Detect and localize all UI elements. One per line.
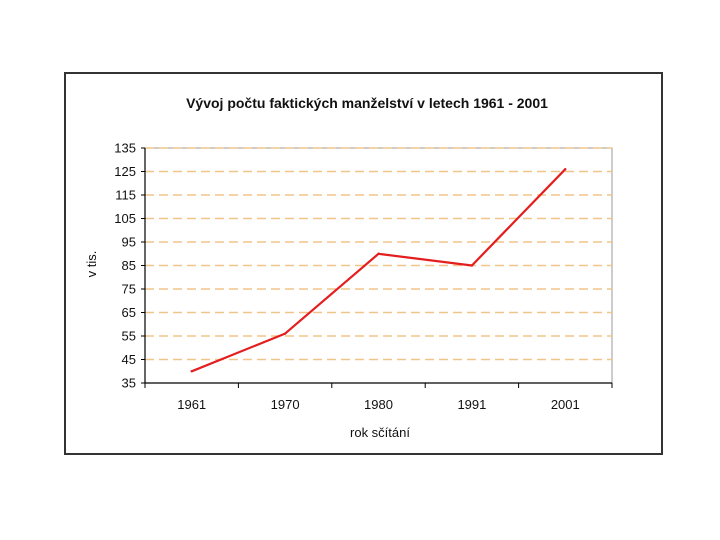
plot-area: 35 45 55 65 75 85 95 105 115 125 135 1961 1970 1980 19…	[114, 141, 613, 412]
y-tick-label-65: 65	[122, 305, 136, 320]
x-tick-label-1980: 1980	[364, 397, 393, 412]
y-tick-label-45: 45	[122, 352, 136, 367]
x-tick-label-1961: 1961	[177, 397, 206, 412]
y-tick-label-95: 95	[122, 235, 136, 250]
y-tick-label-125: 125	[114, 164, 136, 179]
y-tick-label-85: 85	[122, 258, 136, 273]
chart-title: Vývoj počtu faktických manželství v lete…	[186, 95, 548, 111]
y-tick-label-75: 75	[122, 282, 136, 297]
x-tick-label-2001: 2001	[551, 397, 580, 412]
x-tick-label-1970: 1970	[271, 397, 300, 412]
y-tick-label-55: 55	[122, 329, 136, 344]
x-axis-label: rok sčítání	[350, 425, 410, 440]
y-tick-label-135: 135	[114, 141, 136, 156]
data-point-1980	[377, 252, 380, 255]
y-tick-label-35: 35	[122, 376, 136, 391]
data-point-1991	[470, 264, 474, 267]
x-tick-label-1991: 1991	[457, 397, 486, 412]
chart-frame	[64, 72, 663, 455]
data-point-2001	[564, 167, 567, 171]
y-axis-label: v tis.	[84, 251, 99, 278]
data-point-1961	[190, 370, 193, 373]
y-tick-label-115: 115	[115, 188, 136, 203]
y-tick-label-105: 105	[114, 211, 136, 226]
data-point-1970	[283, 332, 287, 335]
series-line-0	[191, 168, 567, 373]
